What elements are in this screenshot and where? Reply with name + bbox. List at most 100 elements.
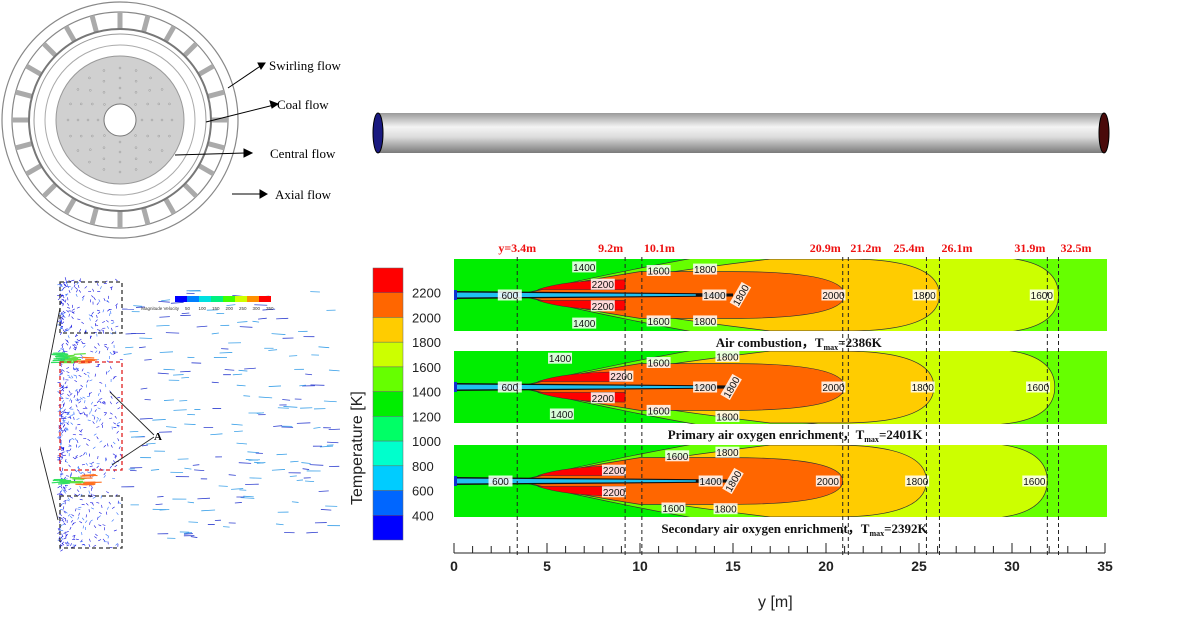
contour-label: 1400 [700,477,723,488]
contour-label: 1400 [573,263,596,274]
contour-label-group: 2200 [590,300,615,313]
nozzle-hole [157,134,161,138]
burner-inlet [454,290,457,300]
contour-label: 1600 [1023,477,1046,488]
velocity-vector [236,442,248,445]
velocity-vector [58,527,61,531]
velocity-vector [65,450,69,452]
velocity-colorbar-tick: 200 [226,306,234,311]
contour-label: 1800 [716,352,739,363]
velocity-vector [71,375,74,379]
nozzle-hole [118,160,122,164]
velocity-vector [60,445,63,449]
velocity-vector [84,286,88,289]
velocity-vector [68,464,71,468]
velocity-vector [93,297,96,301]
velocity-vector [76,390,79,394]
contour-label-group: 1800 [715,446,740,459]
velocity-vector [65,282,68,285]
jet-vector [58,482,71,485]
velocity-vector [302,468,310,470]
nozzle-hole [76,149,80,152]
velocity-vector [61,287,64,291]
velocity-vector [170,301,184,304]
velocity-vector [141,444,149,447]
velocity-vector [75,367,79,370]
velocity-vector [112,353,116,355]
contour-label-group: 1600 [665,450,690,463]
velocity-vector [69,325,72,329]
contour-label-group: 2200 [590,392,615,405]
contour-label: 1400 [549,354,572,365]
velocity-vector [103,472,106,476]
velocity-vector [73,348,77,351]
colorbar-tick-label: 1000 [412,434,441,449]
velocity-vector [62,303,64,307]
velocity-vector [99,418,102,422]
jet-vector [64,358,77,361]
colorbar-tick-label: 800 [412,459,434,474]
velocity-vector [73,346,77,349]
velocity-colorbar-tick: 300 [253,306,261,311]
contour-label-group: 2200 [601,486,626,499]
contour-label-group: 1800 [715,411,740,424]
contour-label-bg [646,404,671,416]
velocity-vector [75,508,77,512]
nozzle-hole [160,88,164,91]
nozzle-hole [103,134,106,137]
velocity-vector [75,293,78,297]
velocity-vector [114,454,117,458]
jet-vector [82,356,95,359]
nozzle-hole [160,118,164,122]
velocity-vector [105,533,109,537]
velocity-vector [88,490,91,494]
velocity-vector [57,485,61,489]
velocity-vector [77,318,81,320]
velocity-vector [64,284,68,287]
velocity-vector [100,286,102,290]
velocity-vector [328,369,340,372]
velocity-vector [71,514,75,517]
nozzle-hole [79,134,83,138]
contour-label-group: 1600 [1022,475,1047,488]
velocity-vector [115,278,118,282]
velocity-vector [73,367,75,371]
contour-label-group: 1800 [912,289,937,302]
nozzle-hole [146,102,149,106]
reference-line-label: 21.2m [850,241,881,255]
contour-label: 1600 [647,406,670,417]
velocity-vector [98,511,102,514]
velocity-vector [69,406,72,409]
swirl-vane [15,141,33,151]
velocity-vector [95,350,98,354]
velocity-vector [107,309,110,312]
velocity-vector [112,453,116,456]
tmax-value: =2386K [838,335,882,350]
velocity-vector [106,319,109,323]
x-axis-label: y [m] [758,594,793,611]
velocity-vector [60,489,63,493]
velocity-vector [103,344,107,346]
velocity-vector [113,460,116,464]
tmax-value: =2401K [879,427,923,442]
contour-label-bg [1029,289,1054,301]
velocity-vector [89,465,93,467]
tmax-subscript: max [869,529,884,538]
contour-label-bg [905,475,930,487]
nozzle-hole [96,118,100,122]
velocity-vector [82,297,84,301]
velocity-vector [91,485,93,489]
velocity-colorbar-tick: 350 [266,306,274,311]
velocity-vector [283,406,298,408]
x-tick-label: 25 [911,558,927,574]
velocity-vector [84,520,88,524]
velocity-vector [271,333,286,335]
velocity-vector [60,442,62,446]
velocity-vector [64,542,68,545]
velocity-vector [80,397,83,400]
colorbar-label: Temperature [K] [349,391,366,505]
velocity-vector [60,509,64,511]
velocity-vector [115,455,117,459]
velocity-vector [76,306,80,309]
velocity-vector [85,406,88,410]
